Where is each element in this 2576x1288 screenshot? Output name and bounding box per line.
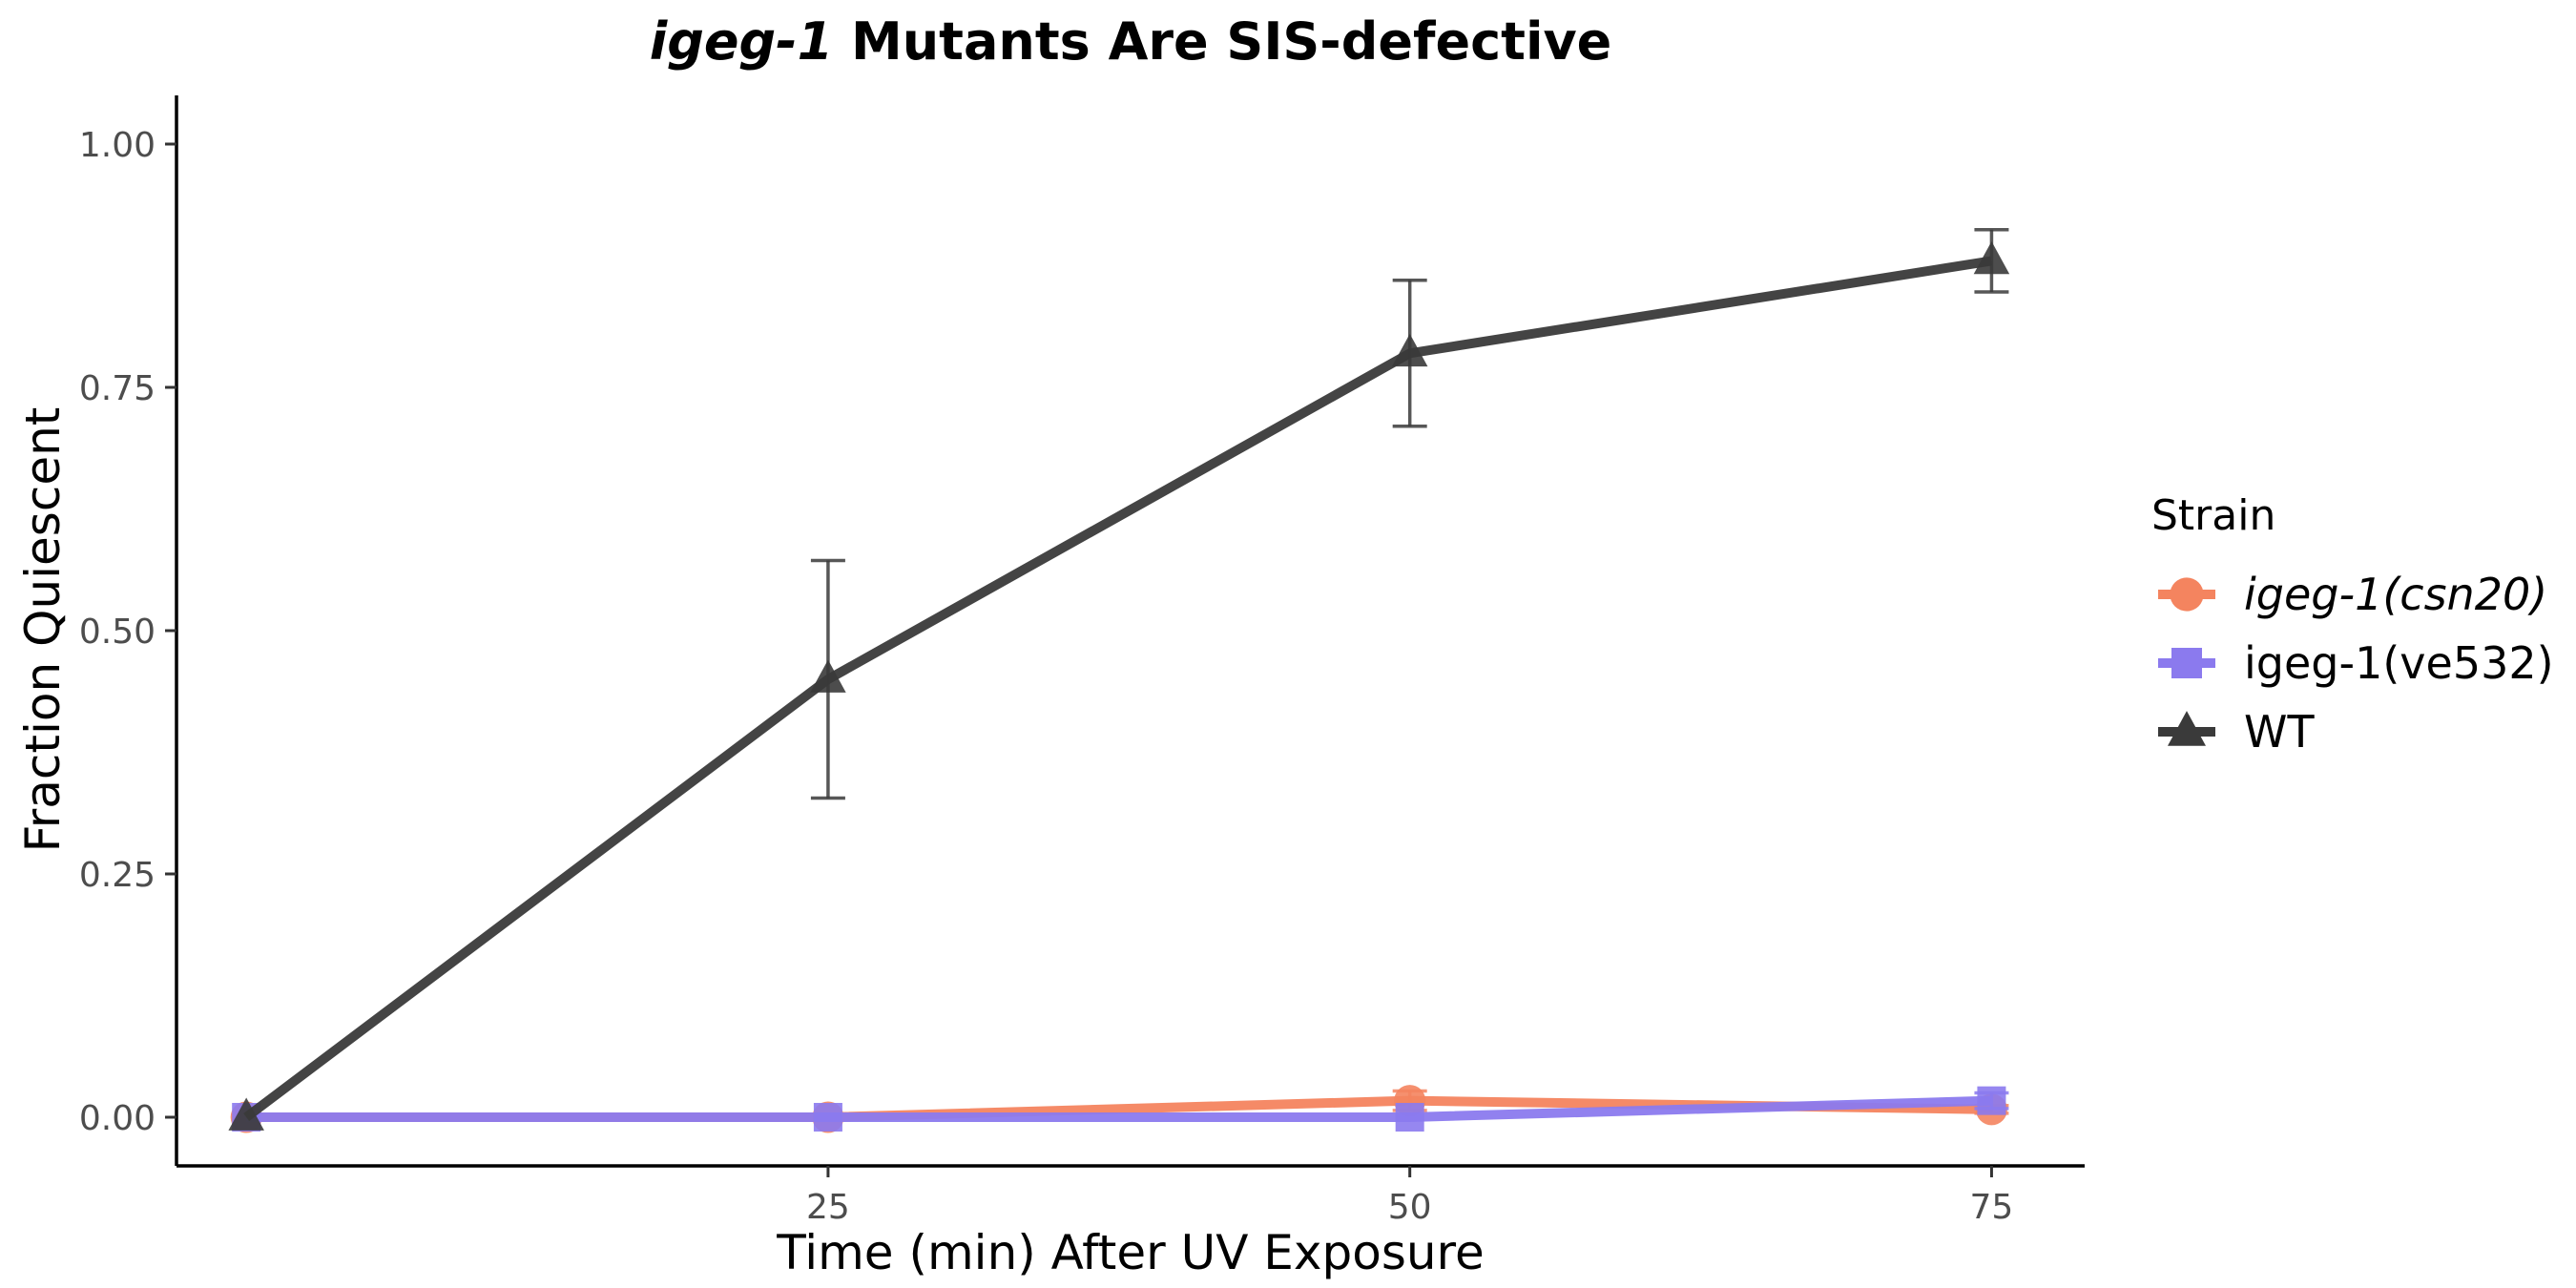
series-line [243, 256, 1993, 1121]
chart-title-rest: Mutants Are SIS-defective [833, 11, 1611, 72]
x-tick-label: 75 [1970, 1188, 2014, 1227]
y-tick-label: 0.00 [79, 1099, 156, 1138]
legend-swatch-marker [2170, 577, 2204, 612]
series-wt [228, 228, 2010, 1131]
plot-area: 0.00 0.25 0.50 0.75 1.00 25 50 75 [79, 95, 2085, 1227]
x-tick-label: 50 [1388, 1188, 1432, 1227]
x-axis-title: Time (min) After UV Exposure [776, 1225, 1485, 1280]
y-tick-label: 0.25 [79, 856, 156, 895]
chart-title: igeg-1 Mutants Are SIS-defective [650, 11, 1612, 72]
legend-label: igeg-1(ve532) [2244, 637, 2554, 689]
legend-swatch-marker [2168, 711, 2206, 746]
legend-label: igeg-1(csn20) [2244, 569, 2547, 620]
chart-title-italic: igeg-1 [650, 11, 833, 72]
data-point [1977, 1086, 2006, 1115]
series-line [246, 1095, 1992, 1122]
legend-item: WT [2158, 706, 2315, 758]
legend: Strain igeg-1(csn20) igeg-1(ve532) WT [2151, 491, 2554, 758]
y-axis-title: Fraction Quiescent [15, 407, 71, 853]
data-point [810, 659, 846, 693]
x-tick-label: 25 [806, 1188, 850, 1227]
y-tick-label: 0.75 [79, 369, 156, 408]
legend-item: igeg-1(csn20) [2158, 569, 2547, 620]
legend-item: igeg-1(ve532) [2158, 637, 2554, 689]
y-tick-label: 1.00 [79, 126, 156, 165]
data-point [228, 1097, 264, 1131]
data-point [1973, 240, 2010, 275]
data-point [1391, 333, 1428, 367]
data-point [813, 1103, 842, 1132]
y-tick-label: 0.50 [79, 613, 156, 652]
legend-label: WT [2244, 706, 2315, 758]
data-point [1395, 1103, 1424, 1132]
legend-swatch-marker [2171, 648, 2202, 678]
legend-title: Strain [2151, 491, 2275, 540]
